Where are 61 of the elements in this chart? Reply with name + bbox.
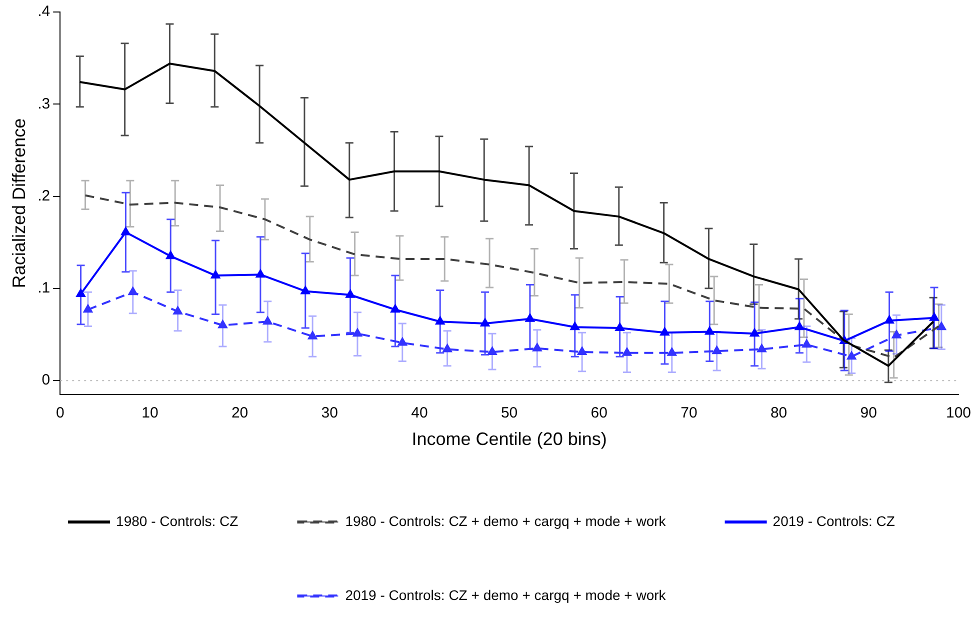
y-tick-label: 0 (42, 372, 50, 389)
point (794, 322, 804, 330)
point (435, 316, 445, 325)
point (532, 342, 542, 352)
x-tick-label: 0 (56, 404, 64, 422)
y-tick-label: .4 (38, 3, 50, 20)
x-tick-label: 20 (231, 404, 248, 422)
point (308, 330, 318, 340)
point (480, 318, 490, 326)
point (120, 226, 131, 236)
x-tick-label: 10 (142, 404, 158, 422)
point (570, 322, 580, 330)
x-tick-label: 30 (321, 404, 338, 422)
y-tick-label: .2 (38, 187, 50, 204)
point (300, 286, 310, 294)
point (846, 351, 856, 360)
point (892, 330, 902, 338)
point (256, 269, 266, 278)
point (525, 313, 535, 322)
legend-label: 2019 - Controls: CZ (772, 512, 896, 529)
x-tick-label: 90 (860, 404, 877, 422)
point (390, 304, 400, 313)
x-tick-label: 40 (411, 404, 428, 422)
y-axis-title: Racialized Difference (8, 118, 29, 288)
point (667, 347, 677, 356)
x-tick-label: 60 (590, 404, 608, 422)
point (704, 326, 714, 335)
point (442, 344, 452, 352)
point (166, 250, 176, 260)
point (929, 312, 940, 321)
point (83, 304, 93, 313)
x-tick-label: 100 (946, 404, 971, 422)
point (345, 289, 356, 298)
point (614, 322, 625, 332)
point (802, 339, 812, 348)
point (712, 346, 722, 354)
point (756, 344, 767, 352)
point (172, 306, 183, 314)
legend-label: 2019 - Controls: CZ + demo + cargq + mode + work (345, 586, 667, 603)
point (750, 328, 760, 337)
point (128, 286, 138, 296)
y-tick-label: .1 (38, 280, 50, 297)
point (884, 315, 894, 324)
point (622, 347, 632, 356)
legend-label: 1980 - Controls: CZ (116, 512, 239, 529)
point (398, 337, 408, 346)
x-tick-label: 50 (500, 404, 518, 422)
point (218, 320, 228, 328)
point (76, 288, 86, 297)
point (262, 316, 272, 325)
point (660, 327, 670, 336)
x-tick-label: 80 (770, 404, 788, 422)
x-tick-label: 70 (680, 404, 698, 422)
point (577, 346, 587, 356)
point (487, 346, 498, 356)
point (352, 328, 362, 337)
legend-label: 1980 - Controls: CZ + demo + cargq + mode + work (345, 512, 667, 529)
point (936, 322, 946, 330)
x-axis-title: Income Centile (20 bins) (412, 429, 607, 450)
y-tick-label: .3 (38, 95, 50, 112)
point (210, 270, 220, 279)
